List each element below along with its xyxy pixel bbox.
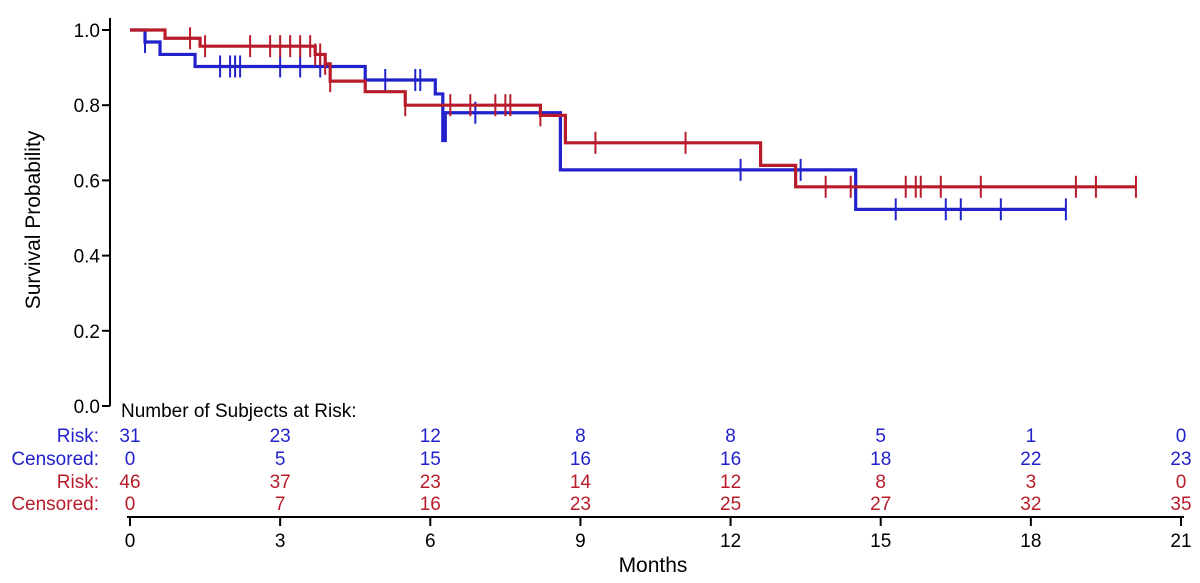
risk-cell: 31 [119,426,140,447]
risk-cell: 23 [570,494,591,515]
x-tick-label: 3 [275,531,286,552]
risk-cell: 22 [1020,449,1041,470]
risk-cell: 0 [1176,472,1187,493]
y-tick-label: 0.4 [74,247,101,268]
risk-cell: 14 [570,472,592,493]
risk-cell: 25 [720,494,741,515]
risk-cell: 8 [725,426,736,447]
risk-cell: 12 [420,426,441,447]
risk-cell: 27 [870,494,891,515]
risk-cell: 12 [720,472,741,493]
y-tick-label: 0.2 [74,322,100,343]
x-tick-label: 0 [125,531,136,552]
risk-cell: 16 [420,494,441,515]
risk-row-label: Risk: [57,426,99,447]
risk-cell: 23 [1170,449,1191,470]
risk-row-label: Risk: [57,472,99,493]
risk-cell: 7 [275,494,286,515]
y-tick-label: 0.6 [74,171,100,192]
risk-cell: 16 [570,449,591,470]
risk-cell: 1 [1026,426,1037,447]
risk-row-label: Censored: [11,494,99,515]
risk-cell: 15 [420,449,441,470]
risk-row-label: Censored: [11,449,99,470]
risk-cell: 8 [875,472,886,493]
risk-cell: 0 [125,494,136,515]
risk-cell: 5 [275,449,286,470]
risk-cell: 0 [125,449,136,470]
y-tick-label: 0.0 [74,397,100,418]
y-tick-label: 1.0 [74,21,100,42]
risk-table-title: Number of Subjects at Risk: [121,401,356,422]
series-group [130,27,1137,221]
x-tick-label: 21 [1170,531,1191,552]
risk-cell: 37 [270,472,291,493]
risk-cell: 32 [1020,494,1041,515]
risk-cell: 8 [575,426,586,447]
series-line-2 [130,28,1136,189]
x-tick-label: 18 [1020,531,1041,552]
risk-cell: 23 [270,426,291,447]
risk-cell: 18 [870,449,891,470]
risk-cell: 16 [720,449,741,470]
y-tick-label: 0.8 [74,96,100,117]
y-axis-title: Survival Probability [22,130,45,309]
risk-table: Number of Subjects at Risk:Risk: 31 23 12 8 8… [11,401,1191,515]
x-tick-label: 9 [575,531,586,552]
x-axis-title: Months [619,554,688,577]
x-tick-label: 12 [720,531,741,552]
risk-cell: 23 [420,472,441,493]
x-tick-label: 6 [425,531,436,552]
risk-cell: 46 [119,472,140,493]
risk-cell: 35 [1170,494,1191,515]
axes: 0.00.20.40.60.81.00 3 6 9 12 15 18 21 [74,18,1192,552]
x-tick-label: 15 [870,531,891,552]
series-line-1 [130,28,1066,211]
risk-cell: 3 [1026,472,1037,493]
risk-cell: 5 [875,426,886,447]
risk-cell: 0 [1176,426,1187,447]
